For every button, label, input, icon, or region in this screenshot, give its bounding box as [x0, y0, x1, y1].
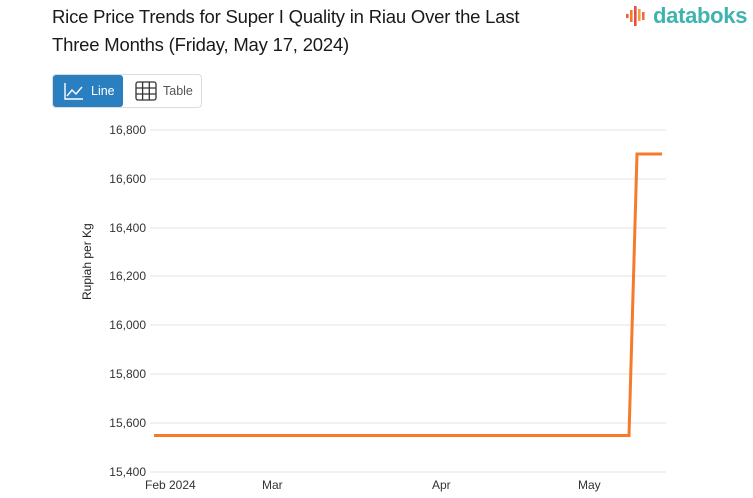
y-tick: 15,400 — [109, 465, 146, 479]
view-toggle: Line Table — [52, 74, 202, 108]
databoks-logo[interactable]: databoks — [626, 3, 748, 28]
y-gridlines — [150, 129, 666, 473]
table-view-label: Table — [163, 84, 193, 98]
y-axis-label: Rupiah per Kg — [80, 223, 94, 300]
price-line[interactable] — [154, 152, 662, 437]
y-tick: 16,000 — [109, 318, 146, 332]
x-tick: Mar — [262, 478, 283, 492]
line-chart-icon — [64, 83, 83, 100]
databoks-logo-text: databoks — [653, 3, 748, 28]
line-view-label: Line — [91, 84, 115, 98]
y-tick: 16,600 — [109, 172, 146, 186]
line-view-button[interactable]: Line — [53, 75, 123, 107]
databoks-bars-icon — [626, 6, 645, 26]
y-axis-ticks: 16,800 16,600 16,400 16,200 16,000 15,80… — [109, 123, 146, 479]
table-grid-icon — [135, 81, 157, 101]
y-tick: 15,600 — [109, 416, 146, 430]
table-view-button[interactable]: Table — [123, 75, 193, 107]
y-tick: 16,200 — [109, 269, 146, 283]
y-tick: 15,800 — [109, 367, 146, 381]
x-tick: May — [578, 478, 601, 492]
y-tick: 16,800 — [109, 123, 146, 137]
chart-title-line2: Three Months (Friday, May 17, 2024) — [52, 34, 350, 55]
chart-title-line1: Rice Price Trends for Super I Quality in… — [52, 6, 520, 27]
x-tick: Apr — [432, 478, 451, 492]
x-tick: Feb 2024 — [145, 478, 196, 492]
y-tick: 16,400 — [109, 221, 146, 235]
x-axis-ticks: Feb 2024 Mar Apr May — [145, 478, 601, 492]
chart-title: Rice Price Trends for Super I Quality in… — [52, 3, 572, 59]
